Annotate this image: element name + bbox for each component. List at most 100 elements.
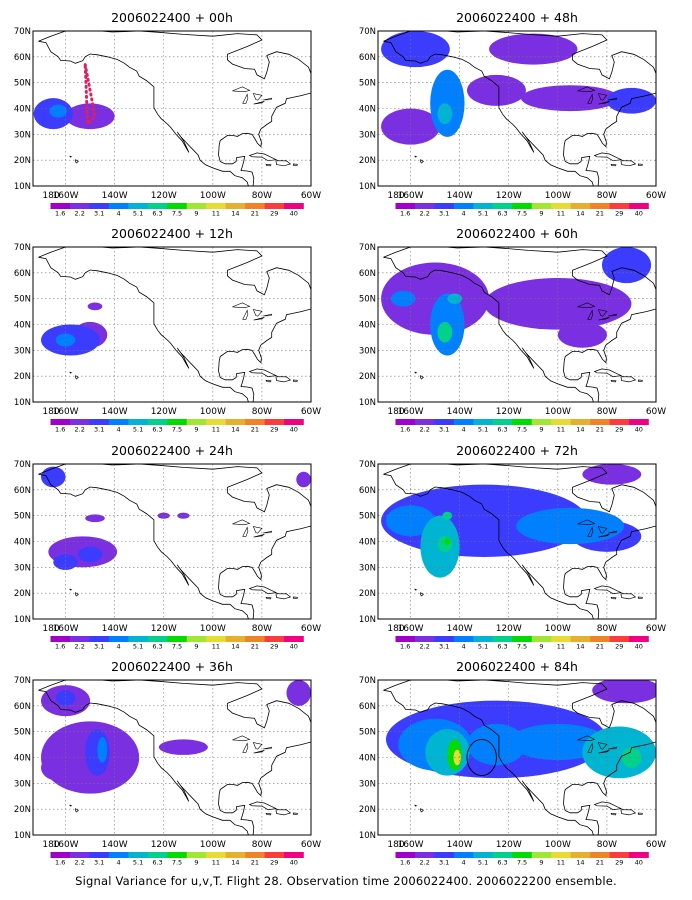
signal-contour-2 (437, 103, 453, 124)
colorbar-label: 9 (539, 859, 543, 867)
colorbar-swatch (629, 419, 649, 425)
island-outline (637, 596, 643, 599)
colorbar-swatch (590, 203, 610, 209)
y-tick-label: 50N (14, 512, 31, 522)
x-tick-label: 100W (545, 191, 571, 201)
island-outline (292, 596, 298, 599)
colorbar-swatch (50, 636, 71, 642)
lake-outline (608, 313, 618, 317)
colorbar-label: 4 (117, 210, 121, 218)
lake-outline (252, 93, 263, 101)
island-outline (620, 809, 637, 816)
colorbar-swatch (50, 852, 71, 858)
island-outline (69, 588, 73, 591)
y-tick-label: 20N (14, 372, 31, 382)
colorbar-label: 6.3 (497, 210, 507, 218)
colorbar-swatch (453, 419, 474, 425)
y-tick-label: 50N (359, 512, 376, 522)
island-outline (275, 160, 292, 167)
colorbar-label: 1.6 (55, 859, 65, 867)
colorbar-label: 29 (270, 643, 278, 651)
colorbar-swatch (108, 852, 129, 858)
signal-contour-7 (582, 726, 656, 779)
colorbar-label: 11 (212, 859, 220, 867)
map-plot-area (33, 31, 311, 186)
y-tick-label: 30N (14, 779, 31, 789)
map-panel-2: 2006022400 + 12h 10N 20N 30N 40N 50N 60N 70N 180… (14, 226, 321, 434)
colorbar-label: 11 (557, 643, 565, 651)
map-panel-5: 2006022400 + 72h 10N 20N 30N 40N 50N 60N 70N 180… (359, 443, 666, 651)
x-tick-label: 120W (496, 191, 522, 201)
colorbar-label: 3.1 (439, 426, 449, 434)
colorbar-label: 2.2 (75, 210, 85, 218)
lake-outline (242, 742, 249, 753)
figure-caption: Signal Variance for u,v,T. Flight 28. Ob… (75, 874, 617, 888)
colorbar-label: 6.3 (152, 426, 162, 434)
lake-outline (252, 309, 263, 317)
coastline-west (38, 256, 249, 402)
colorbar-swatch (453, 852, 474, 858)
colorbar-swatch (512, 419, 533, 425)
colorbar-swatch (590, 419, 610, 425)
colorbar-swatch (186, 419, 207, 425)
colorbar-swatch (434, 636, 455, 642)
y-tick-label: 70N (14, 676, 31, 686)
colorbar-swatch (629, 203, 649, 209)
coastline-north (38, 464, 311, 513)
lake-outline (598, 534, 610, 538)
colorbar-label: 40 (635, 859, 643, 867)
x-tick-label: 60W (301, 840, 321, 850)
lake-outline (232, 735, 251, 742)
y-tick-label: 50N (14, 295, 31, 305)
signal-contour-2 (437, 321, 453, 343)
colorbar-swatch (434, 203, 455, 209)
y-tick-label: 40N (359, 754, 376, 764)
island-outline (265, 596, 272, 600)
colorbar-swatch (531, 419, 552, 425)
x-tick-label: 80W (252, 191, 272, 201)
panel-title: 2006022400 + 60h (456, 226, 578, 241)
colorbar-label: 29 (615, 426, 623, 434)
colorbar-swatch (206, 636, 226, 642)
lake-outline (242, 309, 249, 320)
x-tick-label: 180 (42, 191, 59, 201)
island-outline (620, 593, 637, 600)
x-tick-label: 80W (597, 407, 617, 417)
target-circle-annotation (466, 738, 497, 777)
y-tick-label: 60N (359, 702, 376, 712)
y-tick-label: 20N (359, 589, 376, 599)
colorbar-swatch (245, 419, 265, 425)
colorbar-swatch (147, 852, 168, 858)
colorbar-label: 14 (231, 643, 239, 651)
signal-contour-1 (430, 69, 465, 137)
colorbar-label: 9 (539, 210, 543, 218)
colorbar-label: 29 (615, 859, 623, 867)
colorbar-label: 6.3 (152, 210, 162, 218)
colorbar-swatch (50, 203, 71, 209)
map-plot-area (378, 680, 656, 835)
colorbar-swatch (69, 203, 90, 209)
y-tick-label: 60N (14, 486, 31, 496)
signal-contour-7 (489, 33, 578, 65)
colorbar-label: 3.1 (94, 426, 104, 434)
y-tick-label: 30N (359, 563, 376, 573)
colorbar-label: 7.5 (517, 859, 527, 867)
y-tick-label: 50N (359, 295, 376, 305)
map-frame (32, 679, 312, 836)
colorbar-label: 29 (270, 426, 278, 434)
x-tick-label: 60W (646, 191, 666, 201)
colorbar-label: 9 (194, 643, 198, 651)
colorbar-swatch (284, 419, 304, 425)
lake-outline (232, 86, 251, 93)
island-outline (75, 159, 79, 164)
x-tick-label: 100W (200, 840, 226, 850)
x-tick-label: 140W (447, 191, 473, 201)
colorbar-swatch (167, 203, 188, 209)
colorbar-label: 40 (290, 643, 298, 651)
island-outline (265, 379, 272, 383)
colorbar-label: 9 (539, 643, 543, 651)
colorbar-swatch (186, 852, 207, 858)
coastline-north (38, 31, 311, 80)
x-tick-label: 80W (597, 840, 617, 850)
colorbar-label: 5.1 (133, 859, 143, 867)
